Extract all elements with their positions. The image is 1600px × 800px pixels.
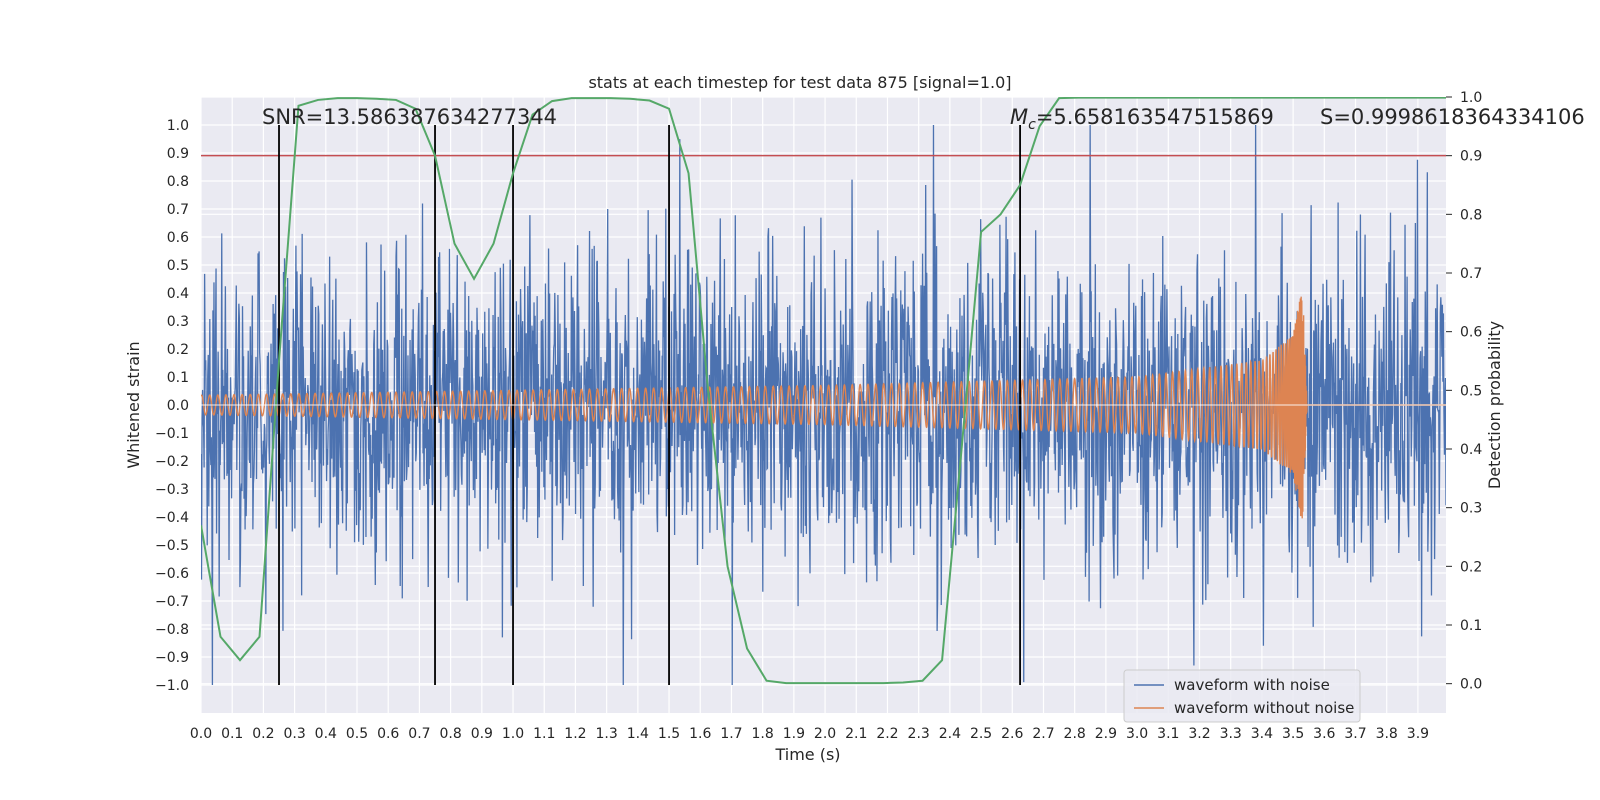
y-tick-label: 0.6: [167, 230, 189, 246]
y-tick-label: −0.9: [155, 650, 189, 666]
legend-label-noise: waveform with noise: [1174, 676, 1330, 694]
y2-tick-label: 0.6: [1460, 325, 1482, 341]
mc-symbol: M: [1010, 105, 1028, 129]
x-tick-label: 3.2: [1188, 726, 1210, 742]
x-tick-label: 1.3: [596, 726, 618, 742]
x-tick-label: 3.7: [1344, 726, 1366, 742]
y2-axis-label: Detection probability: [1485, 321, 1504, 489]
x-tick-label: 2.8: [1064, 726, 1086, 742]
x-tick-label: 2.1: [845, 726, 867, 742]
x-tick-label: 1.2: [564, 726, 586, 742]
y-tick-label: −0.5: [155, 538, 189, 554]
y-tick-label: −0.1: [155, 426, 189, 442]
x-tick-label: 1.0: [502, 726, 524, 742]
y-tick-label: −0.3: [155, 482, 189, 498]
y-tick-label: 0.5: [167, 258, 189, 274]
x-tick-label: 0.5: [346, 726, 368, 742]
x-tick-label: 3.5: [1282, 726, 1304, 742]
x-tick-label: 3.0: [1126, 726, 1148, 742]
x-axis-label: Time (s): [774, 745, 840, 764]
y2-tick-label: 0.8: [1460, 207, 1482, 223]
x-tick-label: 3.3: [1220, 726, 1242, 742]
x-tick-label: 2.7: [1032, 726, 1054, 742]
y2-tick-label: 0.9: [1460, 149, 1482, 165]
y-tick-label: 0.0: [167, 398, 189, 414]
x-tick-label: 3.9: [1407, 726, 1429, 742]
x-tick-label: 1.1: [533, 726, 555, 742]
x-tick-label: 2.2: [876, 726, 898, 742]
x-tick-label: 3.4: [1251, 726, 1273, 742]
series-waveform-with-noise: [201, 124, 1446, 686]
y2-tick-label: 0.7: [1460, 266, 1482, 282]
y-tick-label: −0.2: [155, 454, 189, 470]
mc-value: =5.658163547515869: [1036, 105, 1274, 129]
y-tick-label: 0.7: [167, 202, 189, 218]
x-tick-label: 2.0: [814, 726, 836, 742]
y-tick-label: 0.4: [167, 286, 189, 302]
x-tick-label: 2.3: [908, 726, 930, 742]
x-tick-label: 1.9: [783, 726, 805, 742]
x-tick-label: 3.6: [1313, 726, 1335, 742]
x-tick-label: 2.9: [1095, 726, 1117, 742]
series-waveform-without-noise: [201, 296, 1446, 519]
legend-label-clean: waveform without noise: [1174, 699, 1354, 717]
y-tick-label: −0.7: [155, 594, 189, 610]
x-tick-label: 1.6: [689, 726, 711, 742]
plot-area: [201, 97, 1446, 686]
x-tick-label: 1.5: [658, 726, 680, 742]
axes: 0.0 0.1 0.2 0.3 0.4 0.5 0.6 0.7 0.8 0.9 1.0 1.1 1.2 1…: [155, 90, 1482, 742]
legend: waveform with noise waveform without noi…: [1123, 669, 1361, 723]
x-tick-label: 1.8: [752, 726, 774, 742]
x-tick-label: 0.7: [408, 726, 430, 742]
legend-box: [1123, 669, 1361, 723]
x-tick-label: 0.3: [283, 726, 305, 742]
y-tick-label: −0.4: [155, 510, 189, 526]
y-tick-label: 0.9: [167, 146, 189, 162]
y2-tick-label: 0.2: [1460, 559, 1482, 575]
y-tick-label: 0.3: [167, 314, 189, 330]
mc-subscript: c: [1028, 117, 1036, 133]
y-tick-label: 0.1: [167, 370, 189, 386]
series-detection-probability: [201, 97, 1446, 685]
y2-tick-label: 0.1: [1460, 618, 1482, 634]
chart-title: stats at each timestep for test data 875…: [588, 73, 1011, 92]
x-tick-label: 0.2: [252, 726, 274, 742]
y2-tick-label: 0.0: [1460, 677, 1482, 693]
y-axis-label: Whitened strain: [124, 341, 143, 468]
x-tick-label: 0.8: [439, 726, 461, 742]
y-tick-label: 0.8: [167, 174, 189, 190]
x-tick-label: 0.1: [221, 726, 243, 742]
x-tick-label: 2.5: [970, 726, 992, 742]
x-tick-label: 1.4: [627, 726, 649, 742]
y-tick-label: 1.0: [167, 118, 189, 134]
x-tick-label: 3.1: [1157, 726, 1179, 742]
x-tick-label: 3.8: [1376, 726, 1398, 742]
x-tick-label: 1.7: [720, 726, 742, 742]
x-tick-label: 0.6: [377, 726, 399, 742]
y2-tick-label: 0.3: [1460, 501, 1482, 517]
s-annotation: S=0.9998618364334106: [1320, 105, 1585, 129]
x-tick-label: 0.9: [471, 726, 493, 742]
snr-annotation: SNR=13.586387634277344: [262, 105, 557, 129]
y-tick-label: 0.2: [167, 342, 189, 358]
x-tick-label: 2.4: [939, 726, 961, 742]
y2-tick-label: 0.5: [1460, 383, 1482, 399]
y-tick-label: −0.8: [155, 622, 189, 638]
y2-tick-label: 0.4: [1460, 442, 1482, 458]
x-tick-label: 2.6: [1001, 726, 1023, 742]
y-tick-label: −0.6: [155, 566, 189, 582]
x-tick-label: 0.4: [315, 726, 337, 742]
x-tick-label: 0.0: [190, 726, 212, 742]
y-tick-label: −1.0: [155, 678, 189, 694]
y2-tick-label: 1.0: [1460, 90, 1482, 106]
mc-annotation: Mc=5.658163547515869: [1010, 105, 1274, 133]
